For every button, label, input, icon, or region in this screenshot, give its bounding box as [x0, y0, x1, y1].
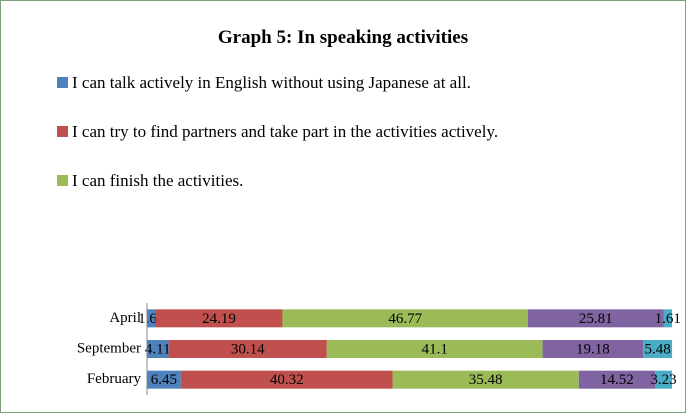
legend-label: I can try to find partners and take part…: [72, 122, 499, 141]
legend-swatch: [57, 175, 68, 186]
bar-segment: [147, 309, 156, 328]
y-tick-label: April: [109, 310, 141, 326]
bar-segment: [168, 340, 327, 358]
data-label: 3.23: [650, 372, 676, 388]
bar-segment: [578, 370, 656, 389]
legend-swatch: [57, 126, 68, 137]
data-label: 40.32: [270, 372, 304, 388]
bar-segment: [282, 309, 528, 328]
bar-segment: [147, 340, 169, 358]
legend-label: I can talk actively in English without u…: [72, 73, 471, 92]
legend: I can talk actively in English without u…: [57, 71, 657, 218]
data-label: 5.48: [645, 341, 671, 357]
data-label: 6.45: [151, 372, 177, 388]
y-tick-label: February: [87, 371, 142, 387]
bar-segment: [655, 370, 672, 389]
legend-entry: I can finish the activities.: [57, 169, 657, 192]
bar-segment: [542, 340, 644, 358]
data-label: 35.48: [469, 372, 503, 388]
bar-segment: [663, 309, 672, 328]
data-label: 46.77: [388, 311, 422, 327]
bar-segment: [392, 370, 579, 389]
data-label: 24.19: [202, 311, 236, 327]
bar-segment: [155, 309, 283, 328]
bar-segment: [326, 340, 543, 358]
y-tick-label: September: [77, 340, 141, 356]
chart-title: Graph 5: In speaking activities: [217, 27, 469, 48]
legend-label: I can finish the activities.: [72, 171, 244, 190]
data-label: 14.52: [600, 372, 634, 388]
data-label: 19.18: [576, 341, 610, 357]
legend-entry: I can talk actively in English without u…: [57, 71, 657, 94]
bar-segment: [180, 370, 393, 389]
data-label: 25.81: [579, 311, 613, 327]
data-label: 1.61: [655, 311, 681, 327]
data-label: 41.1: [422, 341, 448, 357]
bar-segment: [147, 370, 181, 389]
legend-entry: I can try to find partners and take part…: [57, 120, 657, 143]
data-label: 4.11: [145, 341, 171, 357]
bar-segment: [527, 309, 664, 328]
bar-segment: [643, 340, 673, 358]
data-label: 30.14: [231, 341, 265, 357]
legend-swatch: [57, 77, 68, 88]
